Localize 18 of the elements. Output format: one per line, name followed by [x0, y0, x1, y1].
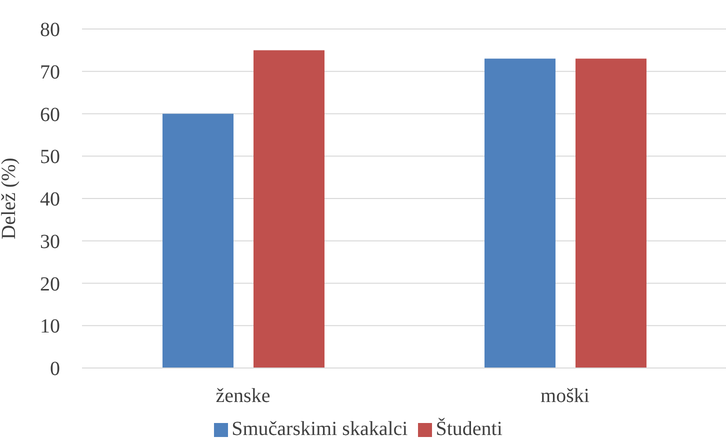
y-tick-label: 50 — [40, 146, 60, 168]
y-tick-label: 60 — [40, 104, 60, 126]
y-tick-label: 0 — [50, 358, 60, 380]
bar — [576, 58, 646, 368]
x-tick-label: ženske — [216, 385, 270, 408]
bar — [254, 50, 324, 368]
bar — [162, 114, 234, 368]
y-tick-label: 70 — [40, 61, 60, 84]
y-tick-label: 10 — [40, 316, 60, 338]
y-tick-label: 20 — [40, 273, 60, 296]
x-tick-label: moški — [540, 385, 590, 408]
legend-label: Študenti — [436, 418, 502, 440]
y-axis-title: Delež (%) — [0, 158, 20, 240]
y-tick-label: 40 — [40, 188, 60, 211]
y-tick-label: 80 — [40, 19, 60, 42]
bar — [484, 58, 556, 368]
legend-label: Smučarskimi skakalci — [232, 418, 408, 440]
y-tick-label: 30 — [40, 230, 60, 253]
